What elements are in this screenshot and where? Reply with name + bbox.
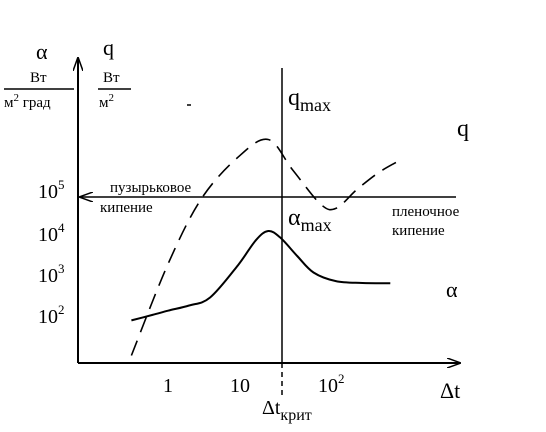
y-tick-labels: 102 103 104 105 xyxy=(38,177,65,328)
x-tick-label: 1 xyxy=(163,375,173,397)
x-tick-label: 10 xyxy=(230,375,250,397)
bubble-boiling-label-line2: кипение xyxy=(100,200,153,216)
alpha-axis-unit-numerator: Вт xyxy=(30,70,47,86)
q-series-label: q xyxy=(457,116,469,142)
y-tick-label: 103 xyxy=(38,261,65,287)
x-tick-label: 102 xyxy=(318,371,345,397)
q-axis-unit-numerator: Вт xyxy=(103,70,120,86)
y-tick-label: 105 xyxy=(38,177,65,203)
x-axis-symbol: Δt xyxy=(440,378,460,403)
critical-delta-t-label: Δtкрит xyxy=(262,397,312,424)
alpha-axis-unit-denominator: м2 град xyxy=(4,92,51,111)
y-tick-label: 102 xyxy=(38,302,65,328)
alpha-axis-symbol: α xyxy=(36,39,48,64)
alpha-series-label: α xyxy=(446,277,458,302)
alpha-heat-transfer-curve xyxy=(131,229,391,322)
y-tick-label: 104 xyxy=(38,220,65,246)
q-max-label: qmax xyxy=(288,85,331,115)
q-axis-symbol: q xyxy=(103,35,114,60)
x-tick-labels: 1 10 102 xyxy=(163,371,345,397)
q-heat-flux-curve xyxy=(130,138,397,356)
q-axis-unit-denominator: м2 xyxy=(99,92,114,111)
alpha-max-label: αmax xyxy=(288,205,332,235)
bubble-boiling-label-line1: пузырьковое xyxy=(110,180,192,196)
film-boiling-label-line2: кипение xyxy=(392,223,445,239)
film-boiling-label-line1: пленочное xyxy=(392,204,460,220)
